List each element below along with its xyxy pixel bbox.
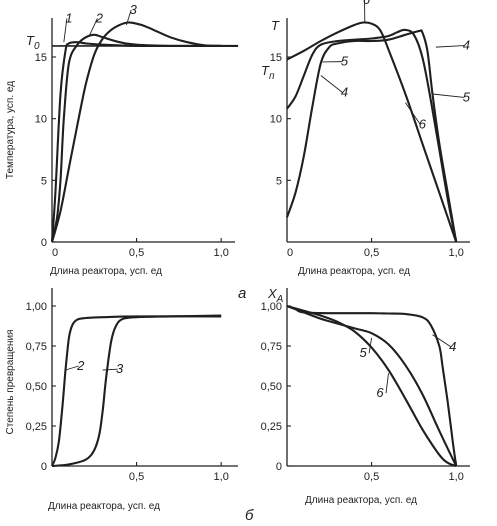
series-line-2	[50, 33, 222, 243]
x-axis-label: Длина реактора, усп. ед	[305, 495, 417, 506]
panel-label-b: б	[245, 507, 254, 524]
x-tick-label: 0,5	[129, 247, 144, 259]
curve-label-6: 6	[376, 385, 384, 400]
x-tick-label: 0,5	[364, 247, 379, 259]
curve-label-5: 5	[341, 54, 349, 69]
curve-label-4: 4	[341, 84, 348, 99]
x-origin-label: 0	[287, 247, 293, 259]
y-tick-label: 0	[41, 461, 47, 473]
y-tick-label: 0,50	[261, 381, 282, 393]
curve-leader	[432, 334, 452, 348]
y-tick-label: 15	[35, 52, 47, 64]
y-axis-label: Степень превращения	[5, 330, 16, 435]
panel-label-a: а	[238, 285, 246, 302]
y-tick-label: 0	[276, 461, 282, 473]
curve-label-2: 2	[76, 358, 85, 373]
curve-label-6: 6	[363, 0, 371, 7]
curve-label-4: 4	[463, 38, 470, 53]
x-origin-label: 0	[52, 247, 58, 259]
curve-leader	[320, 75, 343, 93]
reference-label: T0	[26, 33, 40, 52]
y-tick-label: 0,50	[26, 381, 47, 393]
series-line-3	[50, 21, 222, 243]
curve-leader	[432, 93, 465, 98]
x-tick-label: 1,0	[449, 471, 464, 483]
y-axis-label: Температура, усп. ед	[5, 81, 16, 179]
series-line-3	[51, 314, 222, 468]
curve-leader	[63, 18, 68, 43]
chart-temperature-right: 5 10 15 0,5 1,0 0 Tп Длина реактора, усп. ед T 6 4…	[261, 0, 471, 277]
curve-label-2: 2	[95, 10, 104, 25]
y-tick-label: 0,75	[261, 341, 282, 353]
x-axis-label: Длина реактора, усп. ед	[48, 501, 160, 512]
y-tick-label: 0,25	[26, 421, 47, 433]
reference-label: Tп	[261, 63, 275, 82]
y-tick-label: 5	[41, 175, 47, 187]
y-tick-label: 10	[35, 114, 47, 126]
series-line-5	[286, 28, 458, 243]
series-line-4	[286, 29, 458, 243]
x-tick-label: 1,0	[449, 247, 464, 259]
chart-temperature-left: 0 5 10 15 0,5 1,0 0 T0 Длина реактора, усп. ед Те…	[5, 2, 239, 277]
y-tick-label: 1,00	[26, 301, 47, 313]
y-tick-label: 10	[270, 114, 282, 126]
chart-conversion-right: 0 0,25 0,50 0,75 1,00 0,5 1,0 Длина реактора, у…	[261, 286, 470, 506]
chart-conversion-left: 0 0,25 0,50 0,75 1,00 0,5 1,0 Длина реактора, у…	[5, 288, 238, 512]
x-tick-label: 0,5	[129, 471, 144, 483]
variable-label: T	[271, 18, 280, 33]
curve-leader	[102, 368, 118, 371]
curve-label-1: 1	[65, 10, 72, 25]
x-tick-label: 0,5	[364, 471, 379, 483]
y-tick-label: 0,25	[261, 421, 282, 433]
y-tick-label: 1,00	[261, 301, 282, 313]
curve-label-5: 5	[463, 89, 471, 104]
curve-label-3: 3	[130, 2, 138, 17]
curve-leader	[405, 102, 421, 125]
curve-label-3: 3	[116, 361, 124, 376]
series-line-5	[286, 305, 458, 467]
curve-leader	[435, 45, 465, 48]
series-line-6	[286, 21, 458, 243]
curve-leader	[126, 9, 132, 26]
curve-leader	[65, 365, 79, 371]
y-tick-label: 5	[276, 175, 282, 187]
y-tick-label: 15	[270, 52, 282, 64]
curve-label-5: 5	[360, 345, 368, 360]
x-axis-label: Длина реактора, усп. ед	[298, 266, 410, 277]
x-tick-label: 1,0	[214, 471, 229, 483]
y-tick-label: 0	[41, 237, 47, 249]
curve-leader	[88, 18, 98, 37]
curve-leader	[368, 337, 373, 354]
curve-leader	[385, 373, 389, 394]
series-line-1	[50, 41, 239, 243]
curve-label-4: 4	[449, 339, 456, 354]
y-tick-label: 0,75	[26, 341, 47, 353]
x-tick-label: 1,0	[214, 247, 229, 259]
series-line-2	[51, 315, 222, 467]
x-axis-label: Длина реактора, усп. ед	[50, 266, 162, 277]
curve-label-6: 6	[419, 117, 427, 132]
series-line-6	[286, 304, 457, 468]
